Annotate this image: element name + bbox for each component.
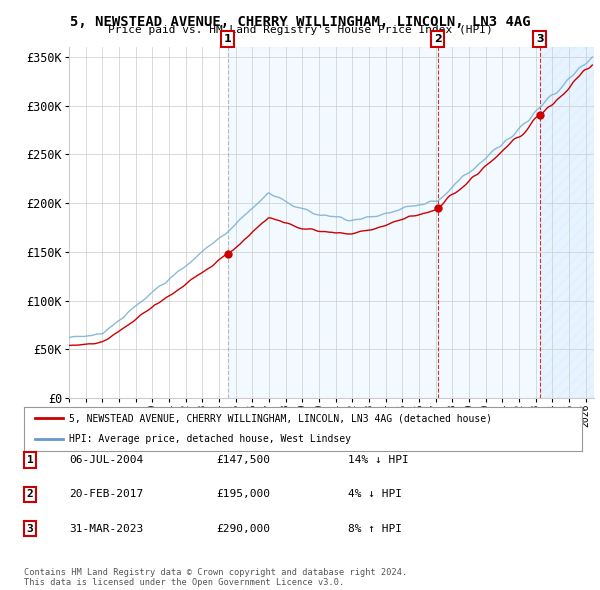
Text: 1: 1	[224, 34, 232, 44]
Text: 4% ↓ HPI: 4% ↓ HPI	[348, 490, 402, 499]
Text: 06-JUL-2004: 06-JUL-2004	[69, 455, 143, 465]
Text: 1: 1	[26, 455, 34, 465]
Bar	[540, 47, 594, 398]
Text: 2: 2	[434, 34, 442, 44]
Text: Price paid vs. HM Land Registry's House Price Index (HPI): Price paid vs. HM Land Registry's House …	[107, 25, 493, 35]
Text: 3: 3	[536, 34, 544, 44]
Text: 3: 3	[26, 524, 34, 533]
Text: £195,000: £195,000	[216, 490, 270, 499]
Text: HPI: Average price, detached house, West Lindsey: HPI: Average price, detached house, West…	[68, 434, 350, 444]
Text: 31-MAR-2023: 31-MAR-2023	[69, 524, 143, 533]
Text: 20-FEB-2017: 20-FEB-2017	[69, 490, 143, 499]
Text: 2: 2	[26, 490, 34, 499]
Text: 8% ↑ HPI: 8% ↑ HPI	[348, 524, 402, 533]
Text: 5, NEWSTEAD AVENUE, CHERRY WILLINGHAM, LINCOLN, LN3 4AG (detached house): 5, NEWSTEAD AVENUE, CHERRY WILLINGHAM, L…	[68, 413, 491, 423]
Text: 5, NEWSTEAD AVENUE, CHERRY WILLINGHAM, LINCOLN, LN3 4AG: 5, NEWSTEAD AVENUE, CHERRY WILLINGHAM, L…	[70, 15, 530, 29]
Text: £290,000: £290,000	[216, 524, 270, 533]
Text: 14% ↓ HPI: 14% ↓ HPI	[348, 455, 409, 465]
Text: £147,500: £147,500	[216, 455, 270, 465]
Bar	[227, 47, 594, 398]
Text: Contains HM Land Registry data © Crown copyright and database right 2024.
This d: Contains HM Land Registry data © Crown c…	[24, 568, 407, 587]
